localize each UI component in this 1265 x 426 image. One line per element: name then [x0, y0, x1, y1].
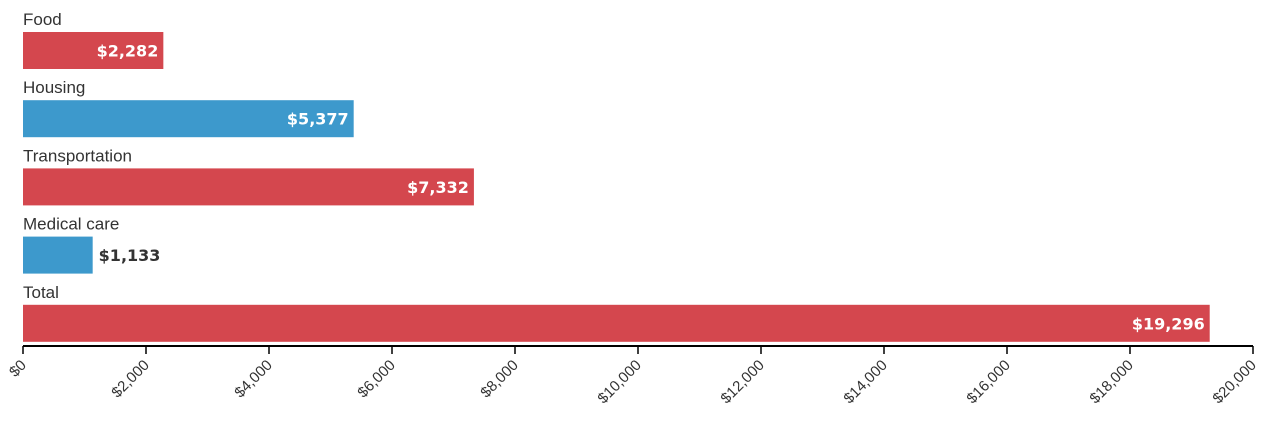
value-label-medical-care: $1,133	[99, 246, 161, 265]
bar-medical-care	[23, 236, 93, 274]
category-label-transportation: Transportation	[23, 146, 132, 165]
x-tick-label: $18,000	[1086, 357, 1136, 407]
x-tick-label: $20,000	[1209, 357, 1259, 407]
value-label-food: $2,282	[97, 42, 159, 61]
bar-food	[23, 32, 164, 69]
x-tick-label: $8,000	[477, 357, 521, 401]
value-label-total: $19,296	[1132, 314, 1205, 333]
category-label-housing: Housing	[23, 78, 85, 97]
bar-transportation	[23, 168, 474, 206]
bar-total	[23, 304, 1210, 342]
category-label-medical-care: Medical care	[23, 215, 119, 234]
x-tick-label: $16,000	[963, 357, 1013, 407]
x-tick-label: $6,000	[354, 357, 398, 401]
category-label-food: Food	[23, 10, 62, 29]
category-label-total: Total	[23, 283, 59, 302]
x-tick-label: $12,000	[717, 357, 767, 407]
x-tick-label: $14,000	[840, 357, 890, 407]
x-tick-label: $10,000	[594, 357, 644, 407]
value-label-transportation: $7,332	[407, 178, 469, 197]
x-tick-label: $4,000	[231, 357, 275, 401]
x-tick-label: $0	[6, 357, 30, 381]
x-tick-label: $2,000	[108, 357, 152, 401]
bar-housing	[23, 100, 354, 138]
value-label-housing: $5,377	[287, 110, 349, 129]
